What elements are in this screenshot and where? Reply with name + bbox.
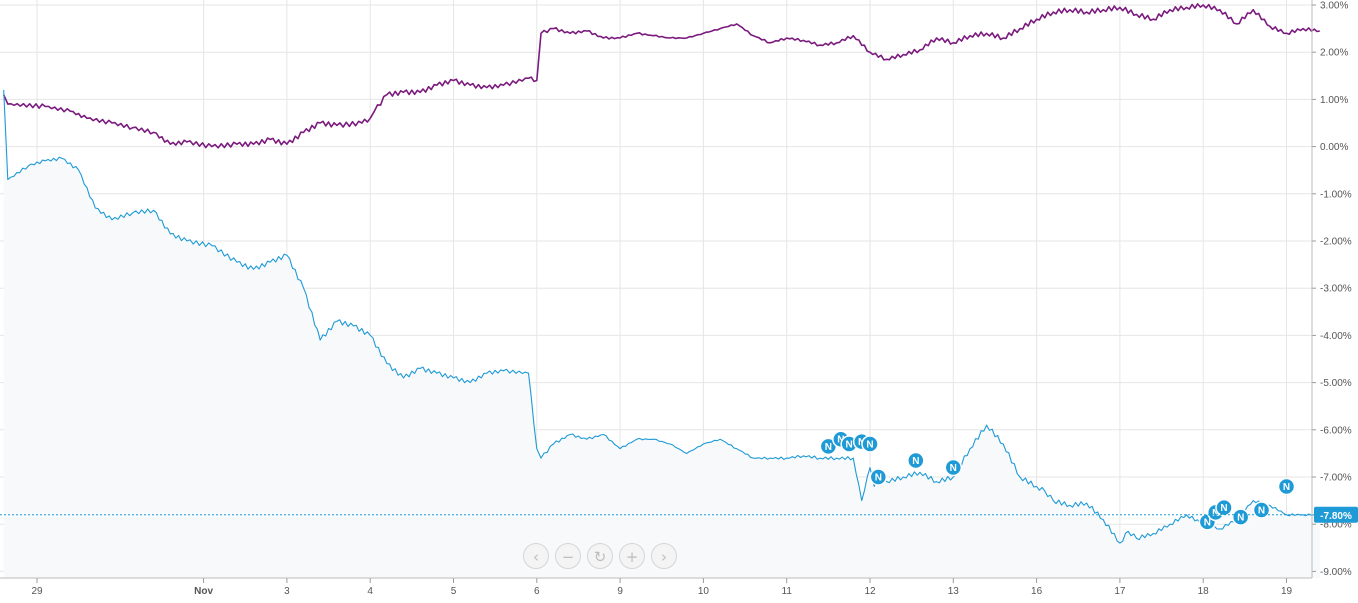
x-tick-label: Nov [194,586,213,597]
y-tick-label: 3.00% [1320,1,1348,12]
y-tick-label: -1.00% [1320,189,1352,200]
zoom-in-button[interactable]: + [619,543,645,569]
news-marker[interactable]: N [1252,501,1271,519]
news-marker[interactable]: N [1215,498,1233,517]
y-tick-label: 0.00% [1320,142,1348,153]
x-tick-label: 5 [451,586,457,597]
news-marker[interactable]: N [907,451,925,470]
y-tick-label: -2.00% [1320,237,1352,248]
y-tick-label: -9.00% [1320,567,1352,578]
news-marker-label: N [950,463,957,474]
news-markers[interactable]: NNNNNNNNNNNNNN [819,430,1296,531]
news-marker-label: N [1220,503,1227,514]
y-tick-label: -6.00% [1320,425,1352,436]
x-tick-label: 16 [1031,586,1043,597]
x-tick-label: 6 [534,586,540,597]
plot-area[interactable] [2,3,1320,578]
news-marker[interactable]: N [1277,477,1296,496]
news-marker[interactable]: N [869,468,888,486]
x-tick-label: 29 [31,586,43,597]
news-marker-label: N [1283,482,1290,493]
y-tick-label: -4.00% [1320,331,1352,342]
news-marker-badge [861,435,879,453]
reset-zoom-button[interactable]: ↻ [587,543,613,569]
news-marker-badge [1215,498,1233,517]
scroll-right-button[interactable]: › [651,543,677,569]
y-tick-label: 2.00% [1320,48,1348,59]
news-marker-label: N [1237,513,1244,524]
news-marker-badge [869,468,888,486]
x-tick-label: 9 [617,586,623,597]
x-tick-label: 19 [1281,586,1293,597]
x-tick-label: 18 [1198,586,1210,597]
scroll-left-button[interactable]: ‹ [523,543,549,569]
news-marker-badge [1231,508,1250,526]
x-tick-label: 4 [367,586,373,597]
y-tick-label: -3.00% [1320,284,1352,295]
news-marker[interactable]: N [1231,508,1250,526]
news-marker-badge [1252,501,1271,519]
zoom-out-button[interactable]: − [555,543,581,569]
series-2-area [3,90,1320,578]
x-tick-label: 10 [698,586,710,597]
y-tick-label: 1.00% [1320,95,1348,106]
y-tick-label: -7.00% [1320,473,1352,484]
x-tick-label: 12 [864,586,876,597]
zoom-controls: ‹ − ↻ + › [523,543,677,571]
y-axis: 3.00% 2.00% 1.00% 0.00% -1.00% -2.00% -3.00% -4… [1311,0,1352,578]
series-2-line[interactable] [3,89,1320,544]
x-tick-label: 3 [284,586,290,597]
news-marker-badge [907,451,925,470]
x-tick-label: 13 [948,586,960,597]
news-marker-label: N [825,442,832,453]
y-tick-label: -8.00% [1320,520,1352,531]
news-marker-label: N [837,435,844,446]
series-1-line[interactable] [2,3,1320,149]
y-tick-label: -5.00% [1320,378,1352,389]
x-tick-label: 17 [1114,586,1126,597]
news-marker-label: N [875,473,882,484]
news-marker-badge [944,458,963,477]
news-marker-label: N [866,439,873,450]
news-marker-label: N [1258,506,1265,517]
news-marker-badge [1277,477,1296,496]
news-marker-label: N [1212,508,1219,519]
news-marker-label: N [912,456,919,467]
news-marker[interactable]: N [861,435,879,453]
news-marker-label: N [1204,517,1211,528]
current-value-label: -7.80% [1320,511,1352,522]
current-value-marker: -7.80% [0,506,1358,523]
x-axis: 29 Nov 3 4 5 6 9 10 11 12 13 16 17 18 19 [0,577,1312,597]
news-marker[interactable]: N [944,458,963,477]
news-marker-label: N [846,439,853,450]
current-value-box [1314,506,1358,523]
x-tick-label: 11 [782,586,793,597]
